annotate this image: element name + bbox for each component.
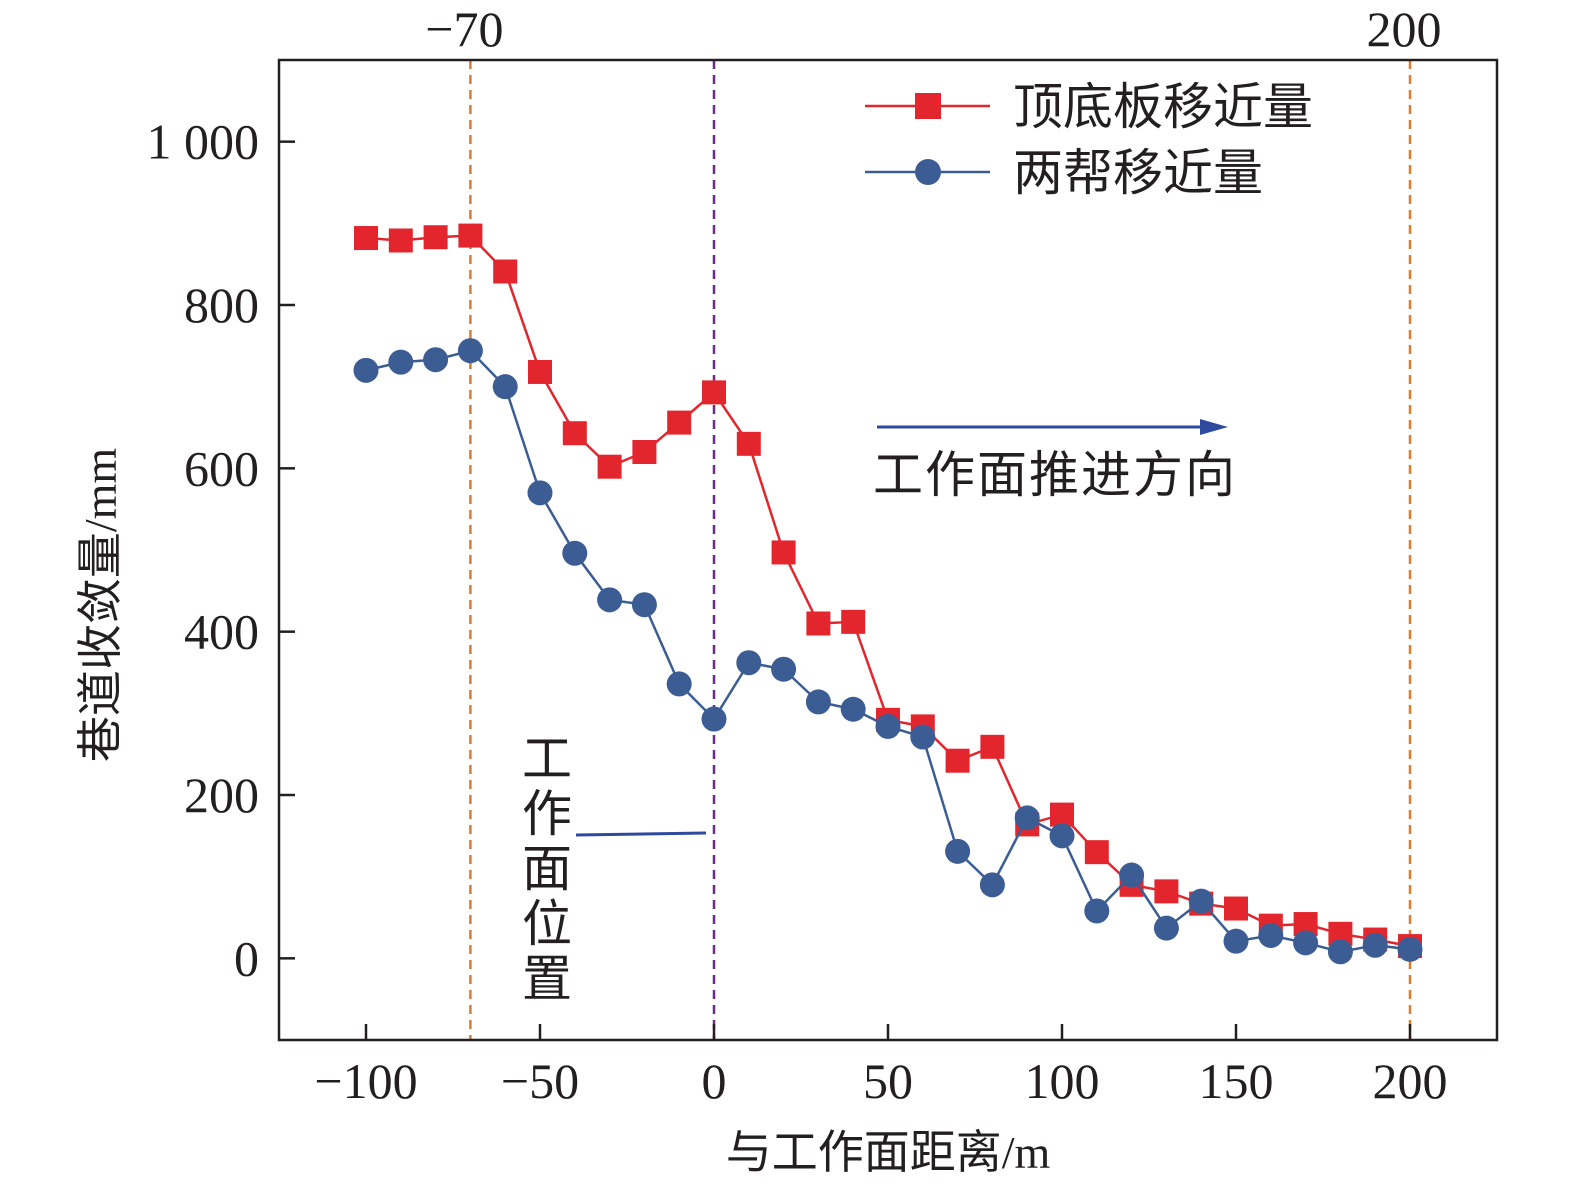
series-0-point-5 [528, 359, 552, 384]
series-1 [353, 338, 1423, 965]
series-0-point-18 [980, 734, 1005, 759]
series-0-point-25 [1224, 896, 1248, 921]
y-tick-label-2: 400 [184, 604, 259, 660]
series-0-point-3 [458, 223, 483, 248]
face-position-label: 工作面位置 [515, 732, 571, 1007]
series-1-point-0 [353, 357, 379, 383]
legend-label-0: 顶底板移近量 [1013, 79, 1313, 135]
annotations: 工作面位置 工作面推进方向 [515, 419, 1237, 1007]
series-0-point-12 [771, 540, 796, 565]
series-1-point-23 [1153, 915, 1179, 941]
series-1-point-10 [701, 706, 727, 732]
series-1-point-21 [1084, 898, 1110, 924]
series-1-point-16 [910, 724, 936, 750]
series-1-point-24 [1188, 888, 1214, 914]
series-1-point-26 [1258, 922, 1284, 948]
top-tick-label-0: −70 [425, 1, 503, 57]
series-0-point-23 [1154, 879, 1179, 904]
series-1-point-14 [840, 696, 866, 722]
series-0-point-17 [945, 748, 970, 773]
series-0-point-8 [632, 440, 657, 464]
face-position-pointer [575, 831, 707, 837]
series-0-point-6 [562, 421, 587, 446]
x-tick-label-6: 200 [1373, 1053, 1448, 1109]
top-tick-label-1: 200 [1367, 1, 1442, 57]
series-1-point-13 [805, 689, 831, 715]
y-tick-label-0: 0 [234, 930, 259, 986]
x-tick-label-4: 100 [1025, 1053, 1100, 1109]
series-1-point-8 [631, 592, 657, 618]
x-tick-label-2: 0 [702, 1053, 727, 1109]
y-tick-label-5: 1 000 [147, 114, 260, 170]
series-1-point-28 [1327, 939, 1353, 965]
series-1-point-19 [1014, 805, 1040, 831]
x-tick-label-3: 50 [863, 1053, 913, 1109]
tick-labels: −100 −50 0 50 100 150 200 0 200 400 600 800 1 000 −70… [147, 1, 1448, 1109]
series-1-point-22 [1119, 862, 1145, 888]
series-1-point-12 [771, 656, 797, 682]
legend-marker-1 [915, 159, 941, 185]
series-1-point-25 [1223, 928, 1249, 954]
y-tick-label-1: 200 [184, 767, 259, 823]
advance-direction-arrow-head [1200, 419, 1228, 435]
x-tick-label-1: −50 [501, 1053, 579, 1109]
series-1-point-18 [979, 872, 1005, 898]
series-0-point-0 [354, 226, 378, 251]
series-1-point-27 [1293, 930, 1319, 956]
series-0-point-4 [493, 259, 518, 284]
series-1-point-17 [945, 838, 971, 864]
series-0-point-14 [841, 609, 866, 634]
series-0-point-13 [806, 611, 831, 636]
x-tick-label-0: −100 [314, 1053, 417, 1109]
legend-marker-0 [915, 93, 941, 119]
series-0-point-2 [423, 225, 448, 250]
y-axis-title: 巷道收敛量/mm [75, 448, 126, 763]
series-0-point-20 [1050, 802, 1074, 827]
series-0-point-11 [736, 431, 761, 456]
series-1-point-11 [736, 650, 762, 676]
series-0-point-21 [1084, 840, 1109, 865]
series-1-point-20 [1049, 823, 1075, 849]
series-1-point-29 [1362, 932, 1388, 958]
x-tick-label-5: 150 [1199, 1053, 1274, 1109]
series-0-point-7 [597, 454, 622, 479]
series-1-point-6 [562, 540, 588, 566]
series-1-point-3 [457, 338, 483, 364]
series-1-point-9 [666, 671, 692, 697]
series-1-point-30 [1397, 936, 1423, 962]
y-tick-label-4: 800 [184, 277, 259, 333]
series-1-point-5 [527, 480, 553, 506]
advance-direction-label: 工作面推进方向 [873, 447, 1237, 503]
reference-lines [469, 60, 1412, 1040]
axis-ticks [279, 140, 1412, 1040]
series-0-point-9 [667, 410, 692, 435]
series-0-point-1 [388, 228, 413, 253]
series-1-point-15 [875, 713, 901, 739]
series-1-point-7 [597, 587, 623, 613]
series-0-point-10 [702, 380, 726, 405]
plot-frame [277, 58, 1499, 1042]
series-1-point-2 [423, 347, 449, 373]
y-tick-label-3: 600 [184, 440, 259, 496]
legend-label-1: 两帮移近量 [1013, 145, 1263, 201]
x-axis-title: 与工作面距离/m [726, 1127, 1051, 1178]
series-1-point-1 [388, 349, 414, 375]
series-layer [353, 223, 1423, 965]
series-1-point-4 [492, 374, 518, 400]
